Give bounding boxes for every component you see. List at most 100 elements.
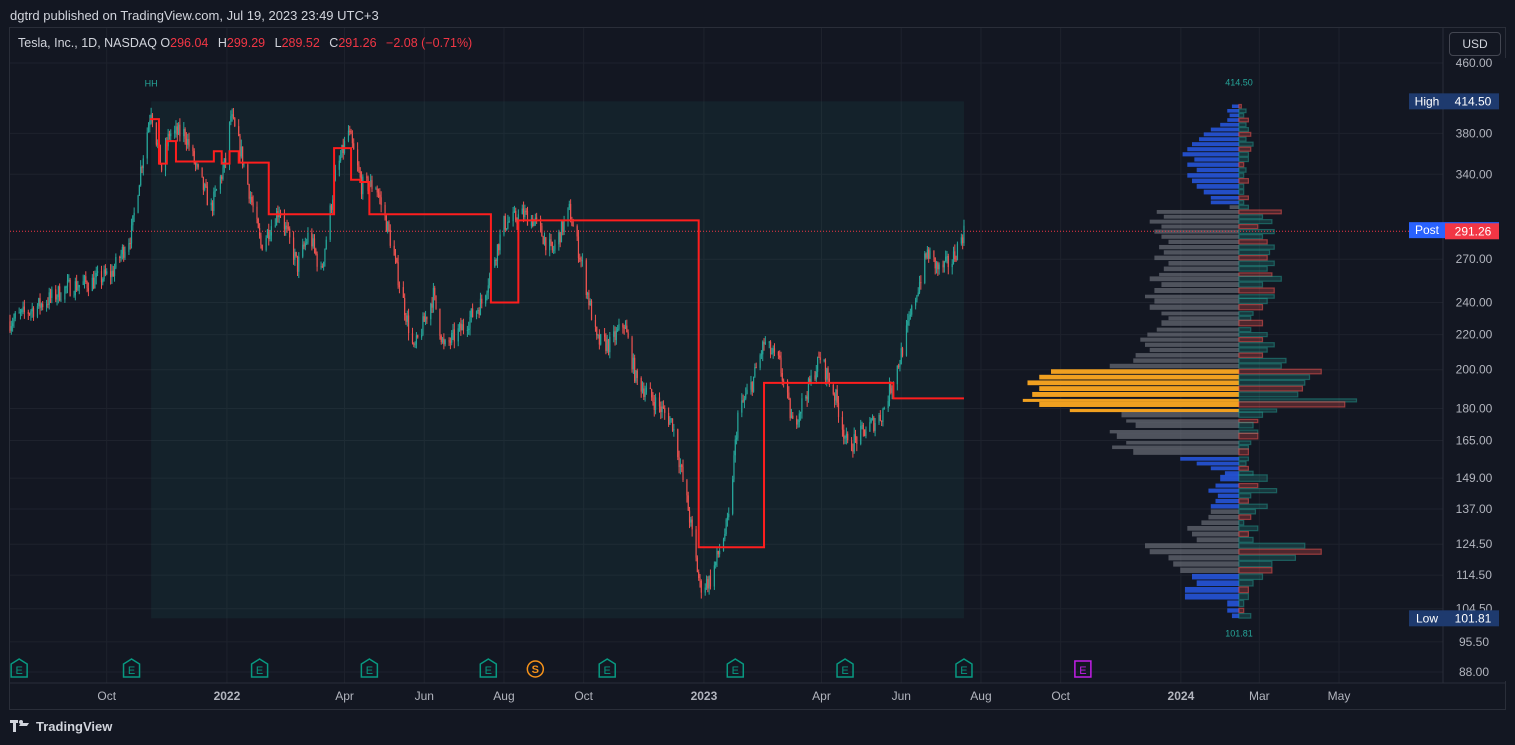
earnings-marker-icon[interactable] [598, 658, 616, 678]
candle-body [871, 417, 874, 420]
candle-body [18, 312, 20, 314]
candle-body [194, 163, 197, 165]
volume-profile-delta-fill [1239, 408, 1277, 413]
candle-body [142, 158, 144, 169]
candle-body [696, 557, 698, 573]
candle-body [66, 280, 69, 287]
candle-body [283, 215, 286, 230]
candle-body [764, 342, 766, 344]
volume-profile-bar [1112, 445, 1239, 450]
volume-profile-delta-fill [1239, 593, 1249, 600]
volume-profile-bar [1161, 224, 1239, 229]
candle-body [150, 114, 152, 121]
candle-body [174, 130, 176, 134]
candle-body [349, 130, 351, 132]
volume-profile-delta-fill [1239, 461, 1247, 466]
volume-profile-delta-fill [1239, 122, 1247, 127]
earnings-marker-icon[interactable] [360, 658, 379, 678]
candle-body [929, 250, 931, 259]
candle-body [861, 424, 863, 426]
volume-profile-delta-fill [1239, 327, 1251, 332]
candle-body [624, 325, 627, 329]
candle-body [312, 238, 314, 247]
volume-profile-bar [1180, 456, 1239, 461]
candle-body [303, 244, 305, 247]
volume-profile-delta-bar [1238, 374, 1311, 381]
volume-profile-delta-bar [1238, 156, 1249, 163]
volume-profile-delta-bar [1238, 482, 1259, 489]
time-tick-label: Apr [812, 689, 831, 703]
candle-body [553, 249, 555, 251]
candle-body [786, 380, 789, 393]
volume-profile-delta-bar [1238, 421, 1254, 429]
candle-body [792, 415, 794, 419]
candle-body [631, 337, 633, 370]
candle-body [470, 308, 472, 317]
candle-body [85, 276, 87, 283]
volume-profile-delta-fill [1239, 549, 1322, 555]
candle-body [844, 437, 846, 439]
earnings-marker-icon[interactable] [122, 658, 141, 678]
candle-body [937, 262, 939, 270]
legend-symbol[interactable]: Tesla, Inc., 1D, NASDAQ [18, 36, 157, 50]
price-tick-label: 340.00 [1456, 167, 1493, 181]
candle-body [933, 250, 935, 258]
volume-profile-delta-bar [1238, 440, 1252, 446]
volume-profile-delta-bar [1238, 474, 1268, 482]
candle-body [469, 316, 471, 329]
earnings-marker-icon[interactable] [836, 658, 854, 678]
volume-profile-delta-fill [1239, 152, 1249, 157]
volume-profile-delta-bar [1238, 531, 1249, 538]
candle-body [668, 412, 670, 425]
volume-profile-delta-fill [1239, 178, 1249, 184]
candle-body [243, 164, 245, 166]
volume-profile-delta-fill [1239, 316, 1251, 321]
candle-body [113, 267, 116, 276]
candle-body [422, 316, 424, 335]
candle-body [415, 335, 418, 345]
volume-profile-bar [1149, 347, 1239, 353]
candle-body [329, 205, 331, 240]
tradingview-brand[interactable]: TradingView [10, 719, 112, 734]
earnings-marker-icon[interactable] [1074, 660, 1092, 678]
earnings-marker-icon[interactable] [250, 658, 269, 678]
candle-body [860, 425, 862, 444]
candle-body [879, 414, 881, 421]
earnings-marker-icon[interactable] [955, 658, 973, 678]
volume-profile-delta-fill [1239, 342, 1275, 347]
candle-body [835, 389, 837, 401]
candle-body [512, 211, 514, 222]
volume-profile-bar [1149, 304, 1239, 310]
candle-body [515, 210, 517, 221]
candle-body [238, 126, 240, 136]
earnings-marker-icon[interactable] [10, 658, 28, 678]
earnings-marker-icon[interactable] [726, 658, 745, 678]
currency-button[interactable]: USD [1449, 32, 1501, 56]
volume-profile-bar [1203, 189, 1239, 195]
candle-body [716, 551, 718, 562]
candle-body [86, 282, 88, 289]
volume-profile-delta-bar [1238, 223, 1259, 230]
volume-profile-delta-bar [1238, 244, 1275, 250]
earnings-marker-label: E [256, 665, 263, 677]
volume-profile-delta-fill [1239, 118, 1249, 122]
volume-profile-delta-fill [1239, 456, 1249, 461]
candle-body [462, 324, 465, 331]
candle-body [609, 336, 611, 353]
candle-body [9, 321, 11, 331]
candle-body [954, 251, 956, 260]
candle-body [123, 246, 125, 258]
candle-body [91, 277, 93, 291]
candle-body [589, 300, 591, 306]
candle-body [801, 398, 803, 412]
split-marker-icon[interactable] [526, 660, 545, 678]
candle-body [550, 239, 552, 243]
volume-profile-delta-bar [1238, 411, 1264, 418]
candle-body [461, 324, 463, 331]
earnings-marker-icon[interactable] [479, 658, 498, 678]
candle-body [690, 519, 692, 523]
volume-profile-delta-fill [1239, 613, 1251, 619]
candle-body [384, 205, 386, 216]
volume-profile-delta-bar [1238, 487, 1278, 494]
